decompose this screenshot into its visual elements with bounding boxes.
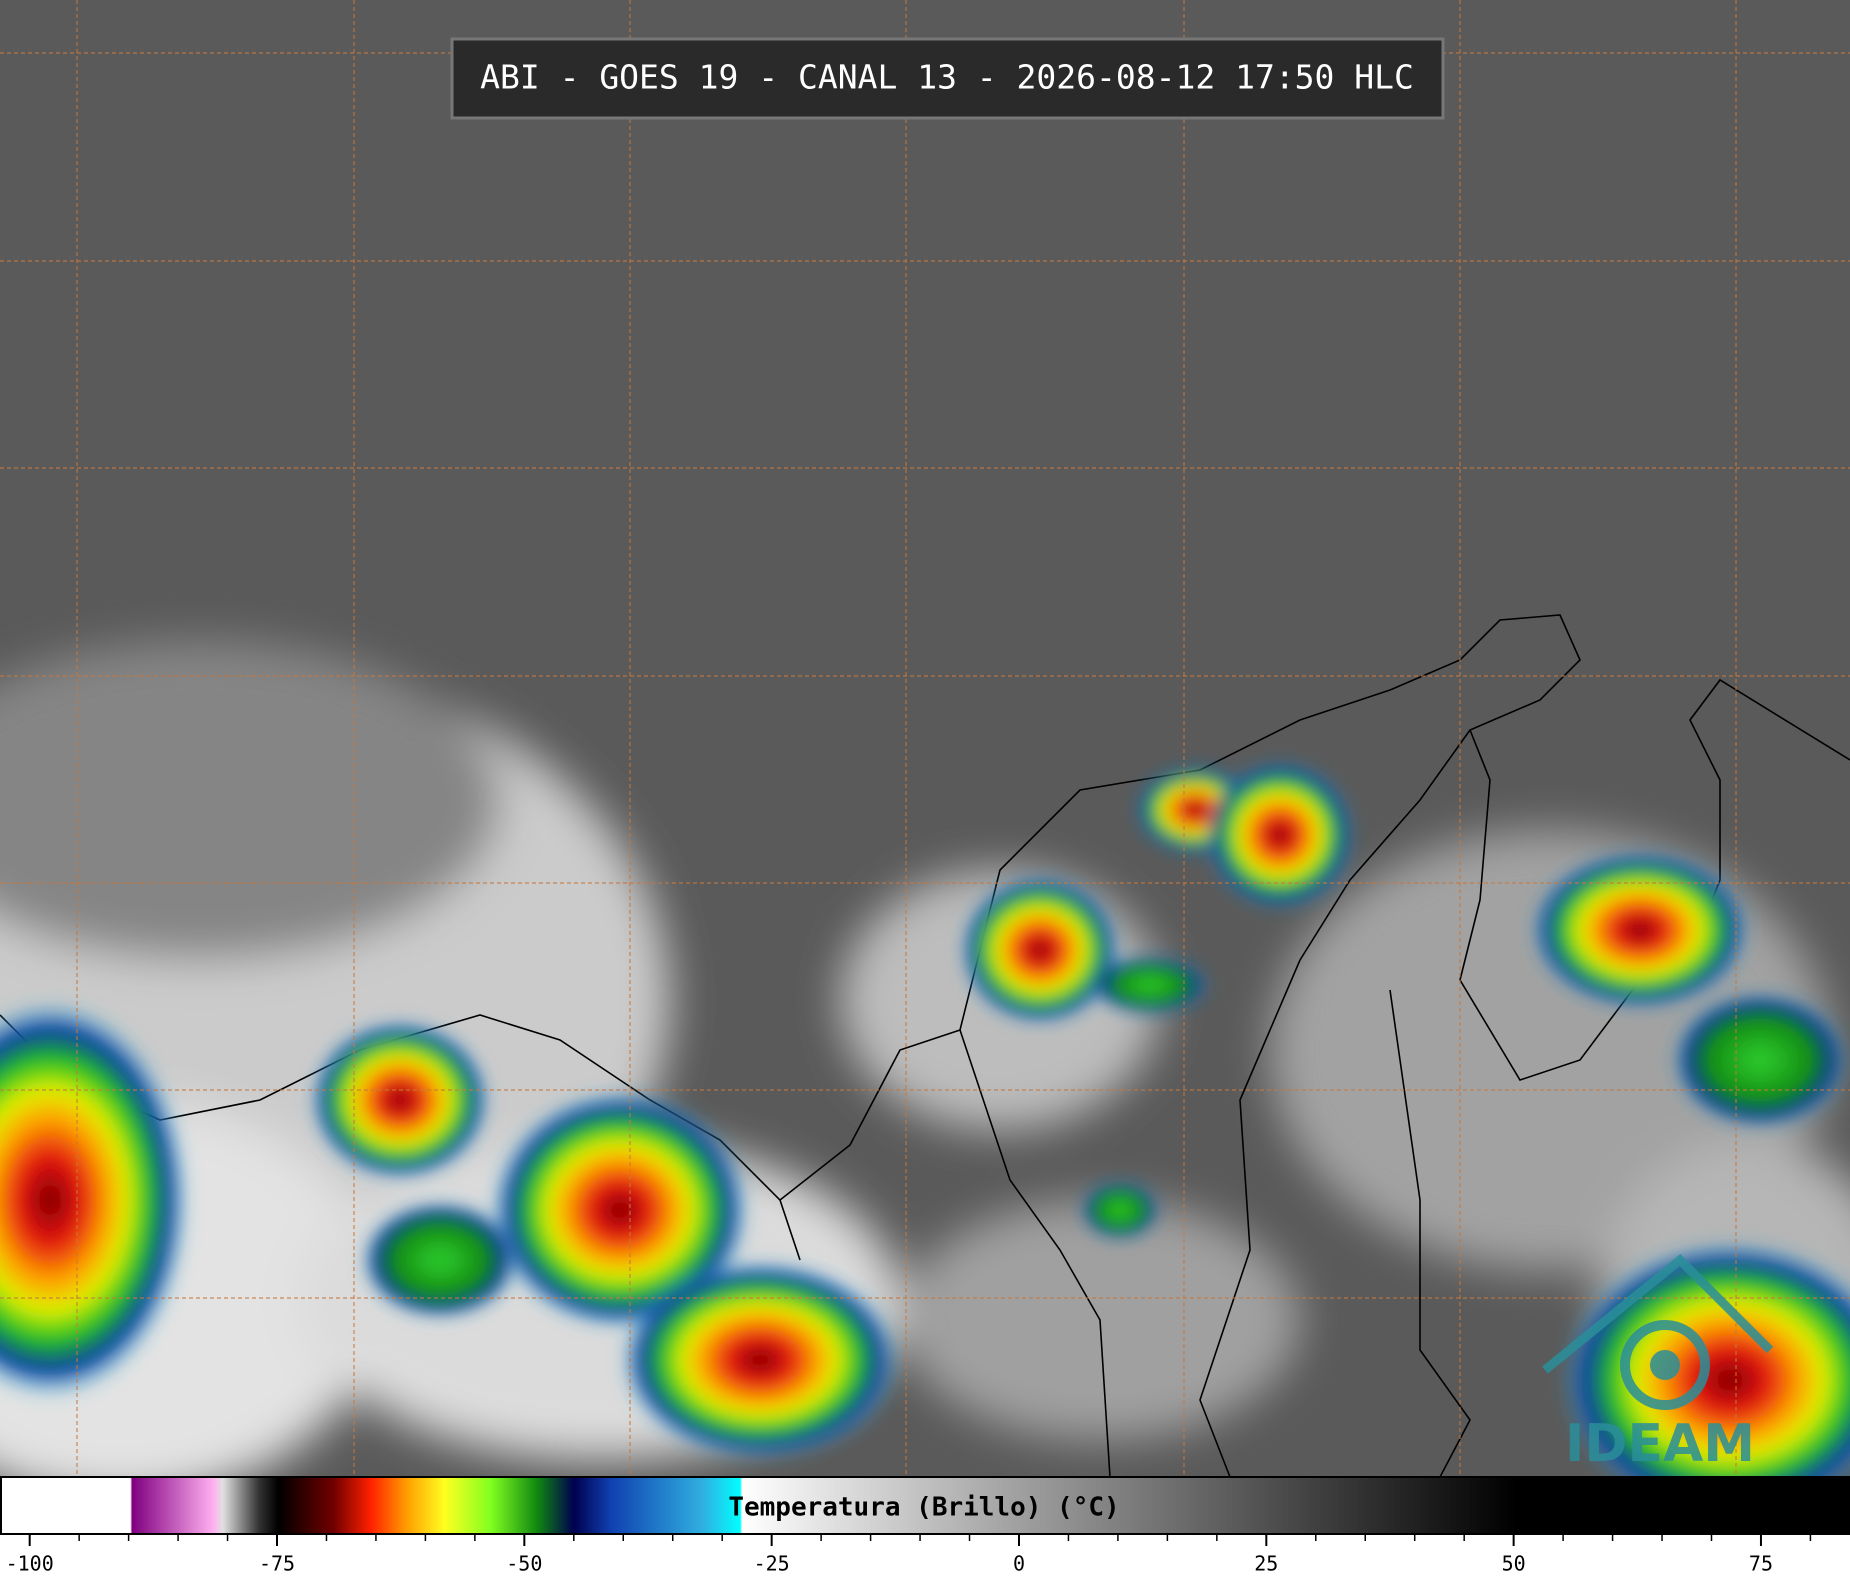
- satellite-image: ABI - GOES 19 - CANAL 13 - 2026-08-12 17…: [0, 0, 1850, 1520]
- title-box: [450, 37, 1445, 120]
- colorbar-scale: [0, 1476, 1850, 1535]
- colorbar-label: Temperatura (Brillo) (°C): [728, 1493, 1119, 1523]
- tick-label: 50: [1502, 1552, 1526, 1576]
- tick-label: -75: [259, 1552, 295, 1576]
- logo: IDEAM: [1542, 1253, 1774, 1474]
- tick-label: -50: [506, 1552, 542, 1576]
- graticule: [0, 0, 1850, 1477]
- tick-label: -25: [754, 1552, 790, 1576]
- logo-text: IDEAM: [1565, 1414, 1755, 1474]
- tick-label: 75: [1749, 1552, 1773, 1576]
- tick-label: -100: [6, 1552, 54, 1576]
- title: ABI - GOES 19 - CANAL 13 - 2026-08-12 17…: [480, 58, 1414, 97]
- tick-label: 0: [1013, 1552, 1025, 1576]
- colorbar: Temperatura (Brillo) (°C) -100 -75 -50 -25 0…: [0, 1476, 1850, 1576]
- tick-label: 25: [1254, 1552, 1278, 1576]
